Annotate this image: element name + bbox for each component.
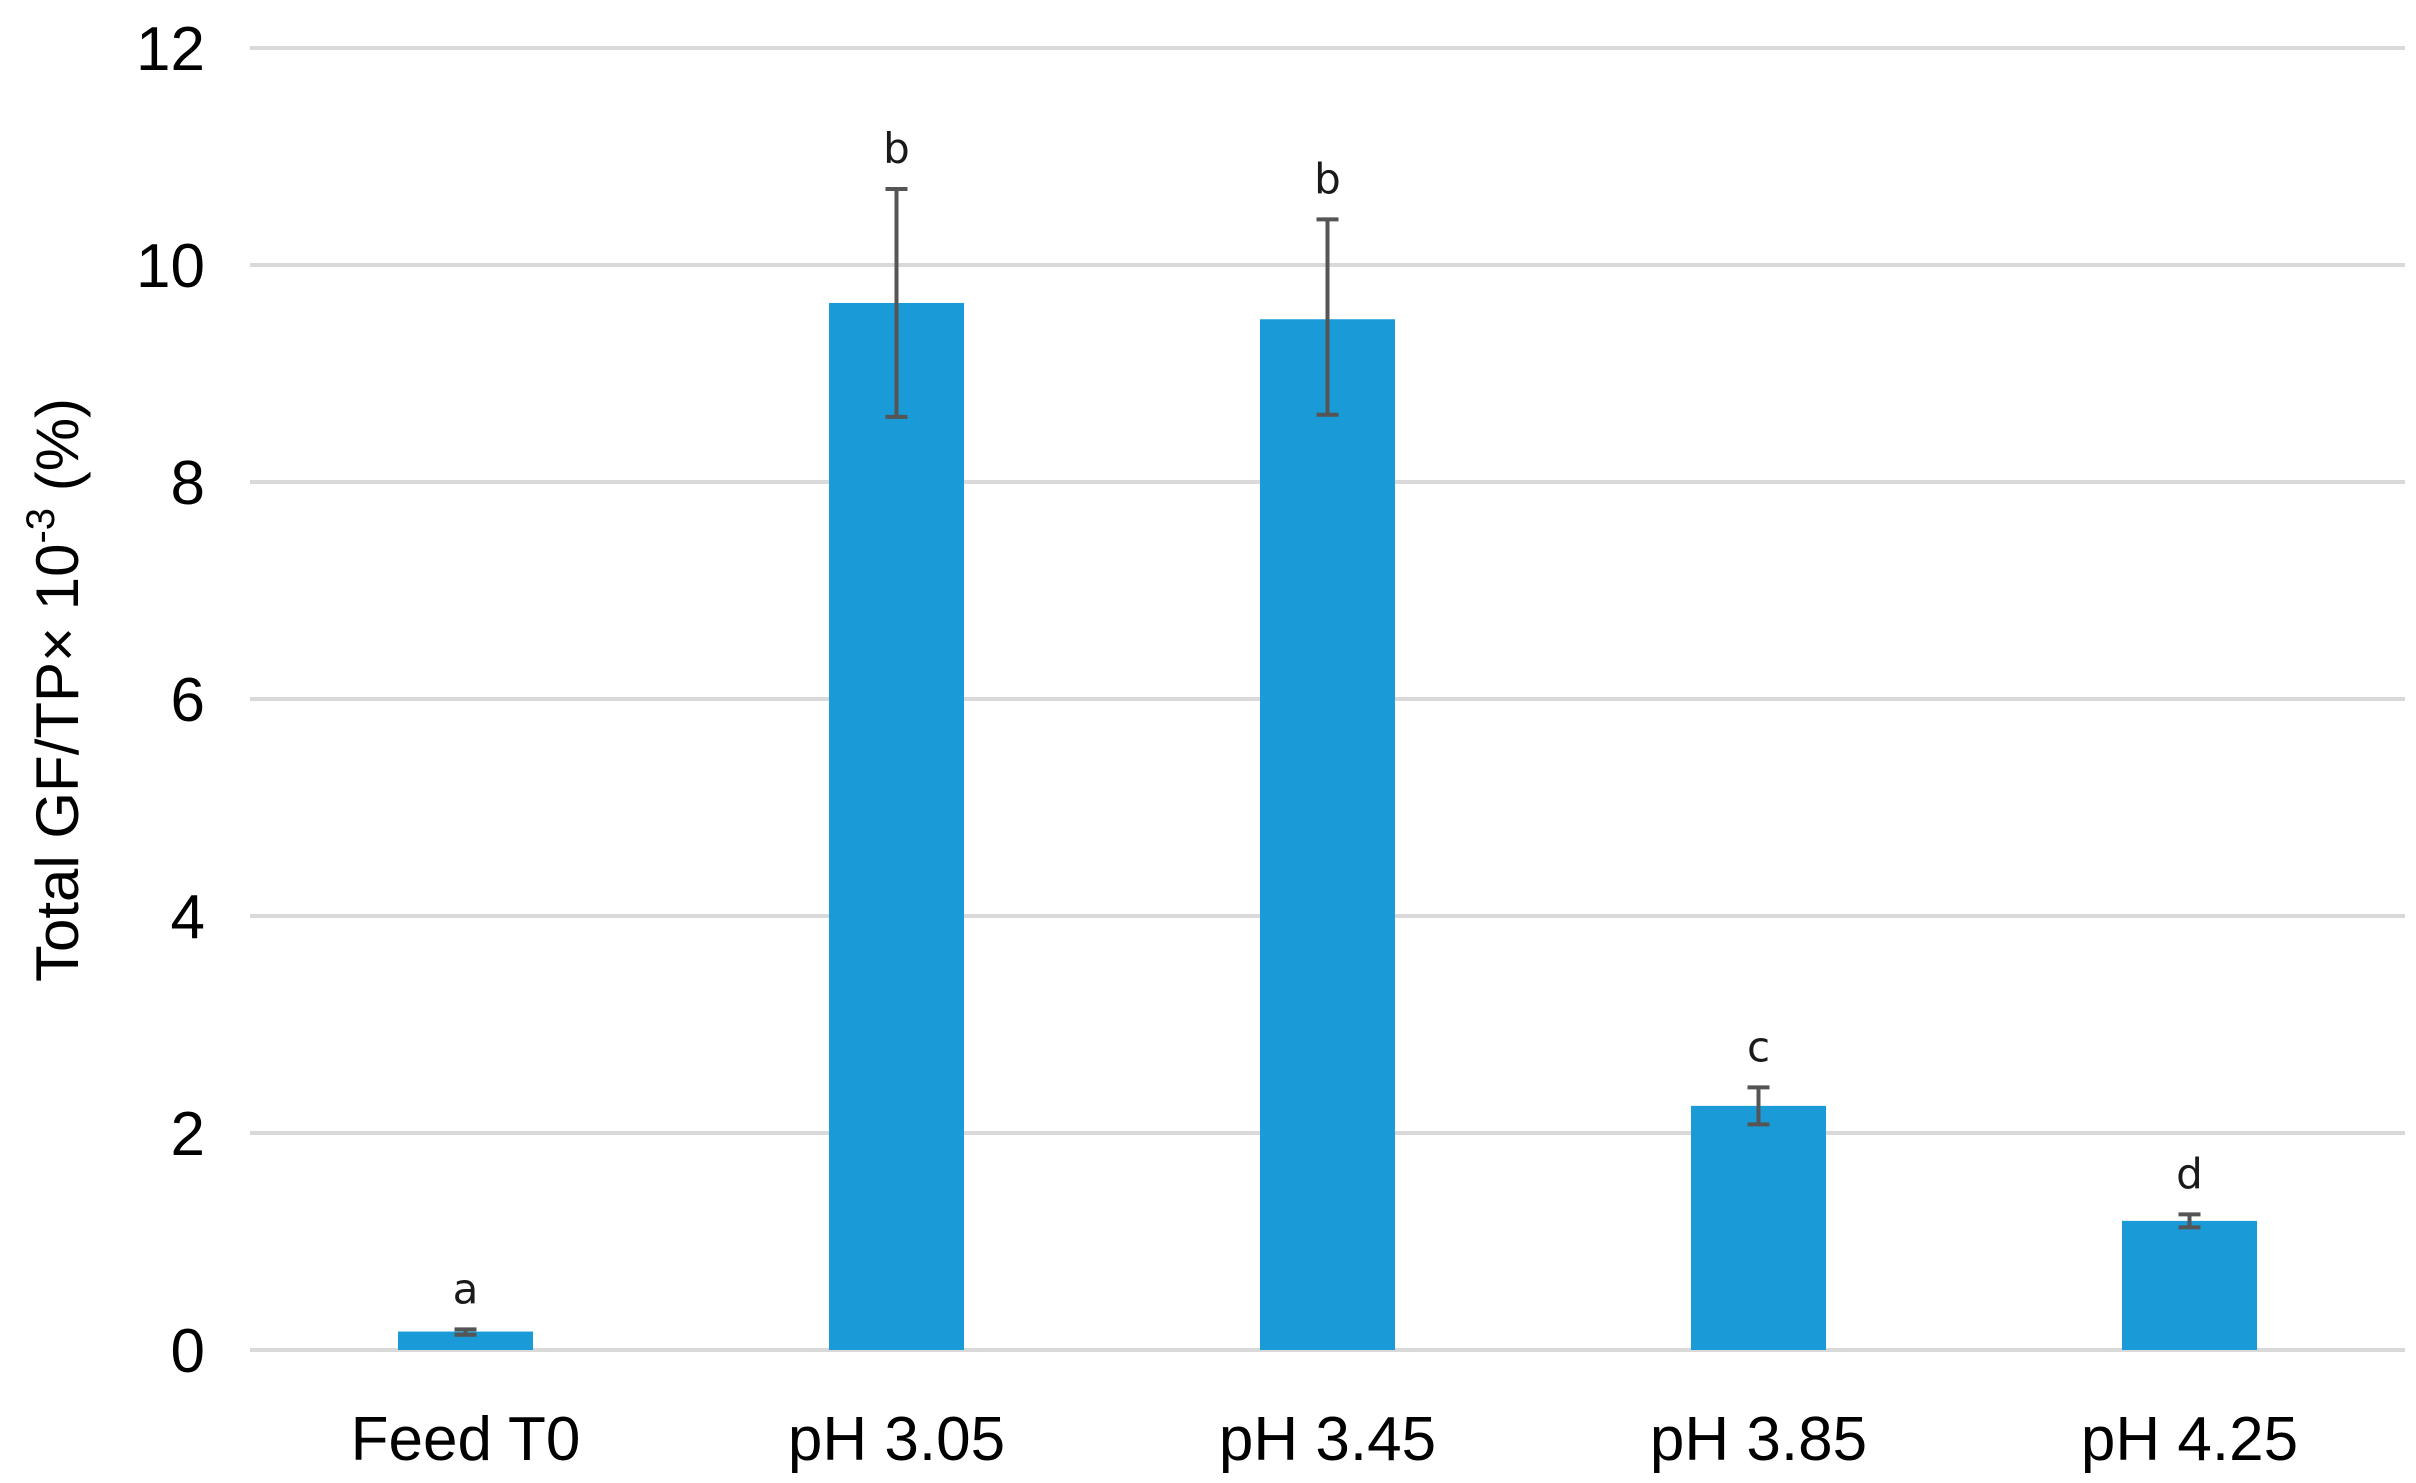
bar <box>1691 1105 1826 1350</box>
y-tick-label: 2 <box>171 1100 205 1169</box>
error-bars <box>454 187 2201 1337</box>
x-tick-label: pH 3.45 <box>1219 1405 1436 1474</box>
bar <box>398 1331 533 1350</box>
bar <box>829 302 964 1351</box>
y-tick-label: 10 <box>136 232 205 301</box>
x-tick-label: pH 3.85 <box>1650 1405 1867 1474</box>
y-axis-title-exponent: -3 <box>19 508 63 544</box>
significance-label: b <box>883 124 910 173</box>
labels: 0 2 4 6 8 10 12 a Feed T0 b pH 3.05 b pH 3.45 c pH 3.8… <box>136 15 2298 1474</box>
x-tick-label: pH 3.05 <box>788 1405 1005 1474</box>
x-tick-label: Feed T0 <box>351 1405 581 1474</box>
y-tick-label: 12 <box>136 15 205 84</box>
y-tick-label: 6 <box>171 666 205 735</box>
significance-label: b <box>1314 154 1341 203</box>
y-axis-title: Total GF/TP× 10-3 (%) <box>19 398 91 982</box>
bars <box>398 302 2257 1351</box>
y-axis-title-unit: (%) <box>24 398 91 508</box>
y-axis-title-main: Total GF/TP× 10 <box>24 544 91 983</box>
significance-label: a <box>453 1264 479 1313</box>
y-tick-label: 0 <box>171 1317 205 1386</box>
y-tick-label: 8 <box>171 449 205 518</box>
significance-label: d <box>2176 1149 2203 1198</box>
y-tick-label: 4 <box>171 883 205 952</box>
bar <box>1260 319 1395 1350</box>
significance-label: c <box>1747 1022 1770 1071</box>
bar <box>2122 1220 2257 1350</box>
x-tick-label: pH 4.25 <box>2081 1405 2298 1474</box>
